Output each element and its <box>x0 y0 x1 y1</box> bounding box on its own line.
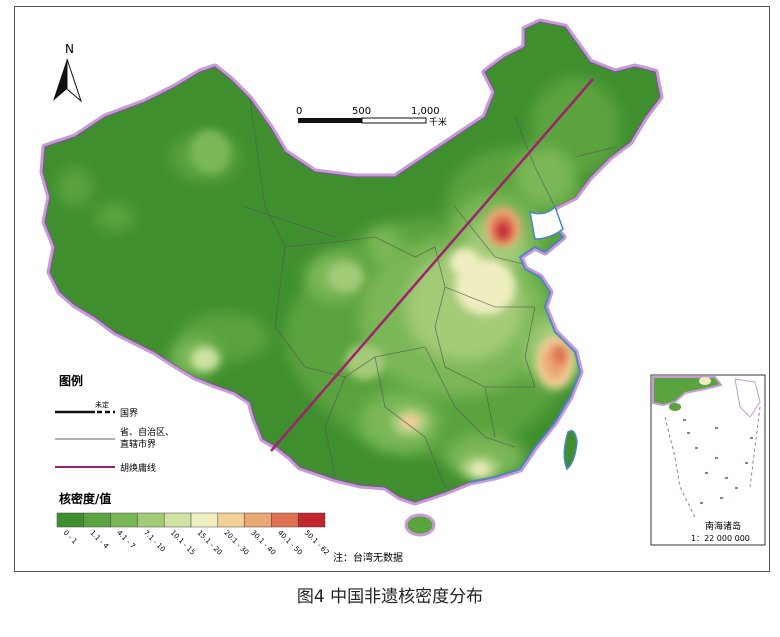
density-swatch-7 <box>244 512 272 528</box>
density-swatch-2 <box>110 512 138 528</box>
density-label-2: 4.1 - 7 <box>115 529 137 551</box>
density-label-3: 7.1 - 10 <box>142 529 167 554</box>
north-arrow: N <box>53 42 83 103</box>
density-legend-title: 核密度/值 <box>59 491 111 506</box>
figure-caption: 图4 中国非遗核密度分布 <box>296 587 484 607</box>
hainan-island <box>404 513 436 537</box>
density-label-0: 0 - 1 <box>62 529 79 546</box>
scale-bar: 0 500 1,000 千米 <box>296 106 447 128</box>
taiwan-island <box>563 430 578 471</box>
province-boundaries <box>244 98 616 488</box>
scale-unit: 千米 <box>429 116 447 128</box>
density-label-6: 20.1 - 30 <box>222 529 250 557</box>
south-china-sea-inset: 南海诸岛 1：22 000 000 <box>650 374 766 546</box>
legend-undetermined: 未定 <box>95 400 109 409</box>
density-label-7: 30.1 - 40 <box>249 529 277 557</box>
legend-national-border: 国界 <box>120 408 138 419</box>
inset-scale: 1：22 000 000 <box>691 534 750 543</box>
density-swatch-8 <box>271 512 299 528</box>
density-swatch-6 <box>217 512 245 528</box>
map-frame: N 0 500 1,000 千米 图例 未定 国界 省、自治区、 直辖市界 胡焕… <box>14 6 770 572</box>
map-legend: 图例 未定 国界 省、自治区、 直辖市界 胡焕庸线 <box>55 373 174 474</box>
legend-hu-line: 胡焕庸线 <box>120 462 156 474</box>
density-swatch-3 <box>137 512 165 528</box>
density-label-1: 1.1 - 4 <box>88 529 110 551</box>
hu-huanyong-line <box>270 78 594 452</box>
density-swatch-5 <box>190 512 219 528</box>
no-data-note: 注：台湾无数据 <box>333 551 403 564</box>
legend-province-border-2: 直辖市界 <box>120 438 156 450</box>
legend-province-border-1: 省、自治区、 <box>120 426 174 438</box>
inset-title: 南海诸岛 <box>705 520 741 532</box>
density-swatch-0 <box>56 512 85 528</box>
density-label-8: 40.1 - 50 <box>276 529 304 557</box>
scale-tick-1000: 1,000 <box>411 106 440 117</box>
density-label-5: 15.1 - 20 <box>196 529 224 557</box>
china-density-map: N 0 500 1,000 千米 图例 未定 国界 省、自治区、 直辖市界 胡焕… <box>15 7 766 564</box>
density-label-9: 50.1 - 62 <box>303 529 331 557</box>
density-swatch-4 <box>163 512 192 528</box>
density-legend: 核密度/值 0 - 1 1.1 - 4 4.1 - 7 7.1 - 10 10.1 - … <box>56 491 331 557</box>
north-label: N <box>65 42 74 56</box>
density-swatch-1 <box>83 512 111 528</box>
bohai-sea <box>529 205 564 240</box>
scale-tick-0: 0 <box>296 106 302 117</box>
scale-tick-500: 500 <box>352 106 371 117</box>
density-label-4: 10.1 - 15 <box>169 529 197 557</box>
legend-title: 图例 <box>59 373 83 388</box>
density-swatch-9 <box>297 512 326 528</box>
